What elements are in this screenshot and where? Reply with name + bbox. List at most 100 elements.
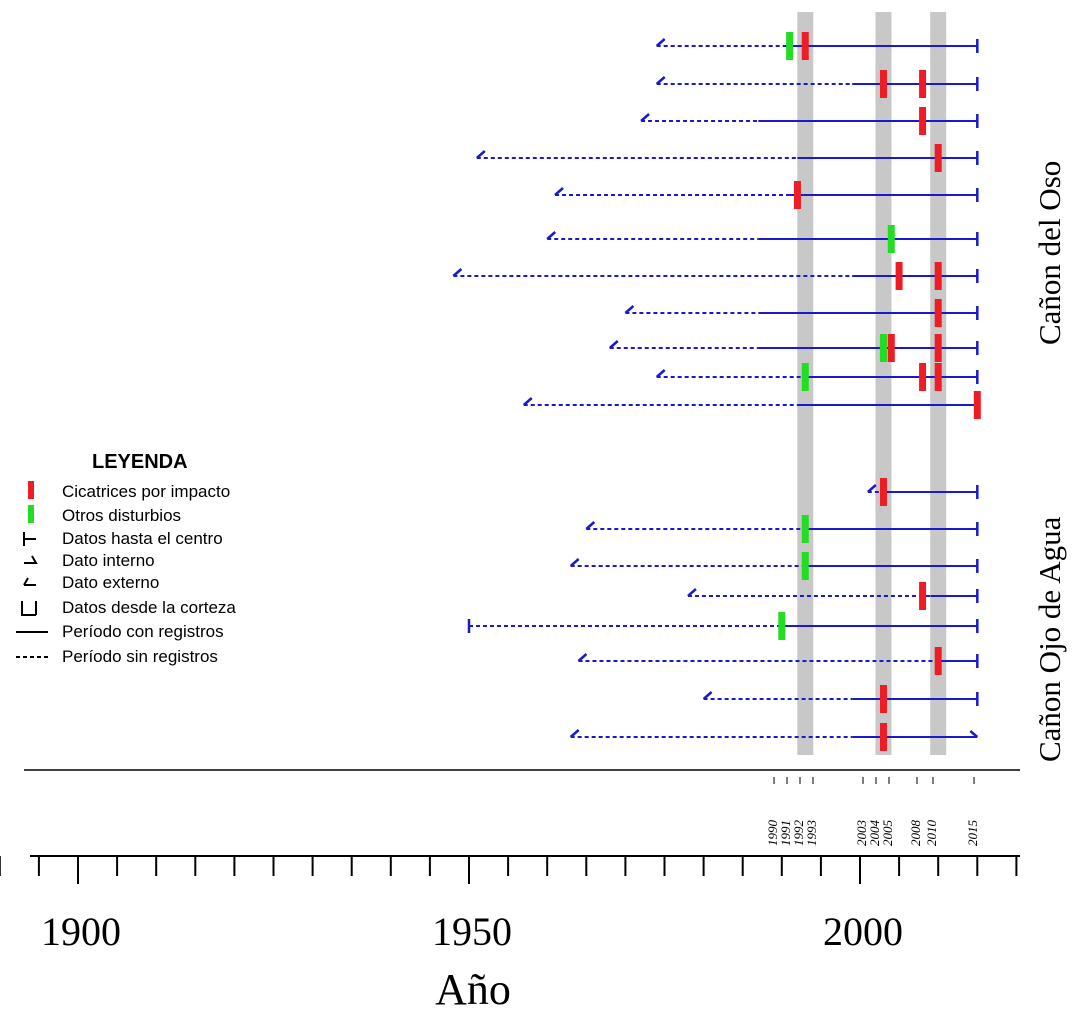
other-disturbance-mark (801, 515, 809, 543)
major-tick-label: 1900 (41, 909, 121, 954)
legend-item: Otros disturbios (28, 505, 181, 525)
event-year-label: 2015 (965, 820, 980, 847)
legend-item-label: Período con registros (62, 622, 224, 641)
inner-date-marker (569, 558, 580, 567)
tree-series-row (608, 334, 979, 362)
inner-date-marker (554, 187, 564, 196)
legend-item: Datos desde la corteza (21, 598, 236, 617)
inner-date-marker (624, 305, 635, 314)
inner-date-marker (577, 653, 588, 662)
event-year-label: 1993 (804, 820, 819, 847)
impact-scar-mark (887, 334, 895, 362)
legend-item-label: Datos hasta el centro (62, 529, 223, 548)
outer-date-marker (969, 730, 979, 738)
tree-series-row (655, 363, 979, 391)
inner-date-marker (475, 150, 486, 159)
legend-item-label: Período sin registros (62, 647, 218, 666)
tree-series-row (702, 685, 979, 713)
impact-scar-mark (919, 582, 927, 610)
legend-item-label: Otros disturbios (62, 506, 181, 525)
legend-item-label: Cicatrices por impacto (62, 482, 230, 501)
x-axis-label: Año (435, 965, 511, 1014)
impact-scar-mark (895, 262, 903, 290)
impact-scar-mark (793, 181, 801, 209)
impact-scar-mark (934, 299, 942, 327)
inner-date-marker (546, 231, 557, 240)
impact-scar-mark (879, 685, 887, 713)
bark-legend-icon (21, 601, 37, 616)
legend-item: Dato externo (23, 573, 159, 592)
event-year-label: 2004 (867, 820, 882, 847)
impact-scar-mark (919, 70, 927, 98)
legend-title: LEYENDA (92, 451, 188, 473)
event-year-label: 2008 (908, 820, 923, 847)
pith-legend-icon (23, 532, 36, 546)
impact-scar-mark (879, 70, 887, 98)
inner-date-marker (655, 369, 666, 378)
impact-scar-mark (919, 107, 927, 135)
inner-date-marker (452, 268, 463, 277)
legend-item: Cicatrices por impacto (28, 481, 230, 501)
major-tick-label: 1950 (432, 909, 512, 954)
legend-item: Dato interno (24, 551, 155, 570)
impact-scar-mark (801, 32, 809, 60)
inner-date-marker (702, 691, 713, 700)
tree-series-row (585, 515, 979, 543)
legend-item: Período con registros (16, 622, 224, 641)
other-disturbance-mark (887, 225, 895, 253)
inner-date-marker (522, 397, 533, 406)
legend-item-label: Dato interno (62, 551, 155, 570)
impact-scar-mark (879, 478, 887, 506)
tree-series-row (475, 144, 979, 172)
inner-date-marker (585, 521, 596, 530)
tree-series-row (640, 107, 979, 135)
other-disturbance-mark (801, 363, 809, 391)
legend-item: Datos hasta el centro (23, 529, 223, 548)
site-label-ojo-de-agua: Cañon Ojo de Agua (1032, 516, 1067, 762)
legend-item-label: Datos desde la corteza (62, 598, 236, 617)
tree-series-row (569, 723, 979, 751)
tree-series-row (569, 552, 979, 580)
other-disturbance-mark (879, 334, 887, 362)
disturbance-legend-icon (28, 505, 34, 523)
inner-date-marker (569, 729, 580, 738)
tree-series-row (655, 70, 979, 98)
impact-scar-mark (919, 363, 927, 391)
impact-legend-icon (28, 481, 34, 499)
impact-scar-mark (934, 363, 942, 391)
outer-date-legend-icon (23, 577, 36, 586)
tree-series-row (687, 582, 979, 610)
impact-scar-mark (934, 262, 942, 290)
impact-scar-mark (973, 391, 981, 419)
legend: LEYENDA Cicatrices por impacto Otros dist… (16, 451, 236, 666)
impact-scar-mark (879, 723, 887, 751)
other-disturbance-mark (778, 612, 786, 640)
site-label-oso: Cañon del Oso (1032, 161, 1067, 345)
event-year-label: 2010 (924, 820, 939, 847)
tree-series-row (866, 478, 979, 506)
tree-series-row (452, 262, 979, 290)
highlight-bands (797, 12, 947, 755)
inner-date-marker (608, 340, 619, 349)
inner-date-marker (655, 38, 666, 47)
event-year-label: 2003 (854, 820, 869, 847)
inner-date-marker (687, 588, 697, 597)
major-tick-label: 2000 (823, 909, 903, 954)
legend-item-label: Dato externo (62, 573, 159, 592)
tree-series (452, 32, 981, 751)
tree-series-row (577, 647, 979, 675)
tree-series-row (467, 612, 979, 640)
impact-scar-mark (934, 647, 942, 675)
tree-series-row (554, 181, 979, 209)
inner-date-marker (640, 113, 650, 122)
tree-series-row (624, 299, 979, 327)
tree-series-row (655, 32, 979, 60)
legend-items: Cicatrices por impacto Otros disturbios Da… (16, 481, 236, 666)
event-year-label: 1992 (791, 820, 806, 847)
event-year-label: 2005 (880, 820, 895, 847)
tree-series-row (522, 391, 981, 419)
inner-date-marker (866, 484, 877, 493)
other-disturbance-mark (801, 552, 809, 580)
